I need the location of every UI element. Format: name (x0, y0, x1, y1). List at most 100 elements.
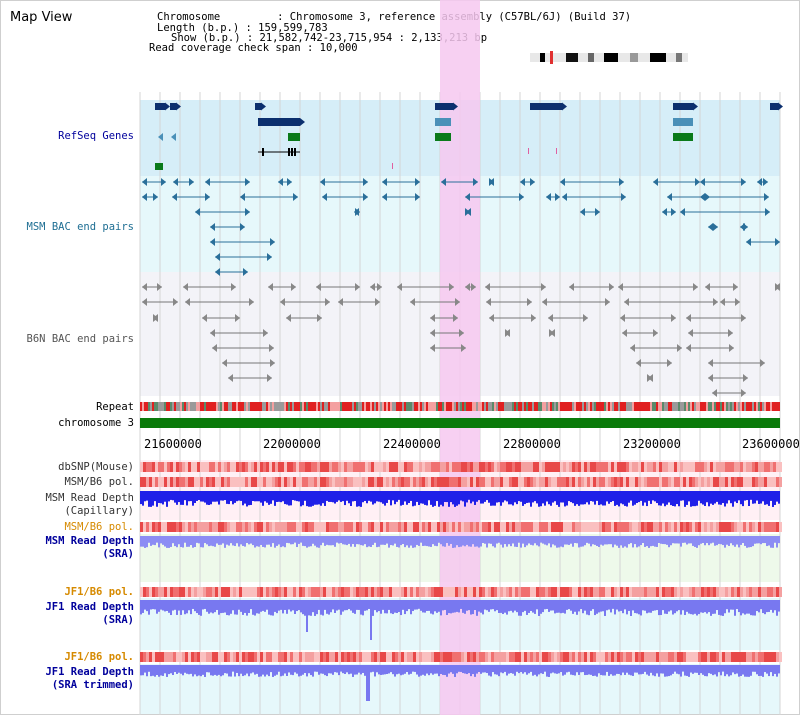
msm-bac-end (245, 178, 250, 186)
msm-b6-pol-2-density (509, 522, 512, 532)
axis-tick-label: 23600000 (742, 437, 800, 451)
dbsnp-density (230, 462, 233, 472)
jf1-read-depth-trimmed (586, 665, 588, 675)
repeat-segment (232, 402, 234, 411)
msm-read-depth-capillary (604, 491, 606, 506)
jf1-b6-pol-2-density (470, 652, 473, 662)
repeat-segment (426, 402, 428, 411)
msm-read-depth-sra (228, 536, 230, 546)
jf1-b6-pol-2-density (497, 652, 500, 662)
msm-b6-pol-2-density (398, 522, 401, 532)
msm-bac-end-pairs-label[interactable]: MSM BAC end pairs (26, 221, 134, 233)
msm-b6-pol-density (494, 477, 497, 487)
jf1-read-depth-sra (646, 600, 648, 614)
msm-read-depth-capillary-label[interactable]: MSM Read Depth (45, 492, 134, 504)
jf1-read-depth-trimmed (656, 665, 658, 674)
b6n-bac-end (542, 298, 547, 306)
dbsnp-label[interactable]: dbSNP(Mouse) (58, 461, 134, 473)
jf1-b6-pol-2-density (614, 652, 617, 662)
msm-read-depth-sra (510, 536, 512, 547)
b6n-bac-end (430, 314, 435, 322)
jf1-b6-pol-density (389, 587, 392, 597)
dbsnp-density (362, 462, 365, 472)
msm-read-depth-sra (534, 536, 536, 544)
repeat-segment (572, 402, 574, 411)
jf1-b6-pol-density (212, 587, 215, 597)
jf1-read-depth-trimmed (388, 665, 390, 674)
dbsnp-density (143, 462, 146, 472)
jf1-read-depth-sra (250, 600, 252, 610)
jf1-b6-pol-2-density (197, 652, 200, 662)
msm-read-depth-sra-label[interactable]: MSM Read Depth (45, 535, 134, 547)
jf1-b6-pol-label[interactable]: JF1/B6 pol. (64, 586, 134, 598)
jf1-b6-pol-density (434, 587, 437, 597)
refseq-gene-arrow (176, 102, 181, 111)
jf1-read-depth-sra (660, 600, 662, 616)
jf1-read-depth-trimmed (670, 665, 672, 676)
jf1-b6-pol-density (755, 587, 758, 597)
jf1-b6-pol-label-2[interactable]: JF1/B6 pol. (64, 651, 134, 663)
msm-b6-pol-density (317, 477, 320, 487)
jf1-read-depth-sra (284, 600, 286, 610)
repeat-segment (474, 402, 476, 411)
jf1-read-depth-trimmed (166, 665, 168, 677)
repeat-segment (716, 402, 718, 411)
dbsnp-density (272, 462, 275, 472)
msm-read-depth-capillary (590, 491, 592, 502)
msm-bac-end (322, 193, 327, 201)
jf1-read-depth-sra (454, 600, 456, 613)
msm-b6-pol-2-density (308, 522, 311, 532)
msm-read-depth-sra (542, 536, 544, 544)
msm-read-depth-capillary (204, 491, 206, 503)
msm-b6-pol-label[interactable]: MSM/B6 pol. (64, 476, 134, 488)
msm-b6-pol-2-density (545, 522, 548, 532)
msm-b6-pol-density (305, 477, 308, 487)
jf1-read-depth-sra (332, 600, 334, 610)
msm-b6-pol-density (566, 477, 569, 487)
msm-read-depth-capillary (184, 491, 186, 501)
dbsnp-density (749, 462, 752, 472)
b6n-bac-end (541, 283, 546, 291)
msm-b6-pol-density (188, 477, 191, 487)
jf1-b6-pol-density (236, 587, 239, 597)
jf1-read-depth-sra (770, 600, 772, 610)
jf1-read-depth-trimmed (462, 665, 464, 674)
dbsnp-density (641, 462, 644, 472)
jf1-read-depth-sra-label[interactable]: JF1 Read Depth (45, 601, 134, 613)
repeat-segment (180, 402, 182, 411)
msm-read-depth-sra (544, 536, 546, 545)
msm-b6-pol-density (329, 477, 332, 487)
msm-bac-end (153, 193, 158, 201)
jf1-b6-pol-2-density (464, 652, 467, 662)
refseq-genes-label[interactable]: RefSeq Genes (58, 130, 134, 142)
msm-b6-pol-density (758, 477, 761, 487)
jf1-read-depth-trimmed-label[interactable]: JF1 Read Depth (45, 666, 134, 678)
msm-read-depth-capillary (560, 491, 562, 503)
jf1-read-depth-sra (602, 600, 604, 612)
jf1-read-depth-trimmed (642, 665, 644, 674)
msm-b6-pol-2-density (344, 522, 347, 532)
jf1-read-depth-trimmed (650, 665, 652, 673)
msm-b6-pol-2-density (263, 522, 266, 532)
dbsnp-density (638, 462, 641, 472)
jf1-read-depth-sra (672, 600, 674, 615)
jf1-read-depth-trimmed (544, 665, 546, 672)
jf1-read-depth-sra (228, 600, 230, 616)
msm-b6-pol-density (581, 477, 584, 487)
jf1-b6-pol-density (626, 587, 629, 597)
repeat-segment (164, 402, 166, 411)
msm-b6-pol-label-2[interactable]: MSM/B6 pol. (64, 521, 134, 533)
msm-b6-pol-density (455, 477, 458, 487)
msm-read-depth-sra (558, 536, 560, 548)
msm-b6-pol-2-density (206, 522, 209, 532)
jf1-read-depth-sra (266, 600, 268, 610)
b6n-bac-end (741, 389, 746, 397)
msm-read-depth-sra (402, 536, 404, 545)
msm-b6-pol-density (326, 477, 329, 487)
b6n-bac-end-pairs-label[interactable]: B6N BAC end pairs (26, 333, 134, 345)
jf1-b6-pol-2-density (287, 652, 290, 662)
dbsnp-density (395, 462, 398, 472)
repeat-segment (528, 402, 530, 411)
dbsnp-density (329, 462, 332, 472)
